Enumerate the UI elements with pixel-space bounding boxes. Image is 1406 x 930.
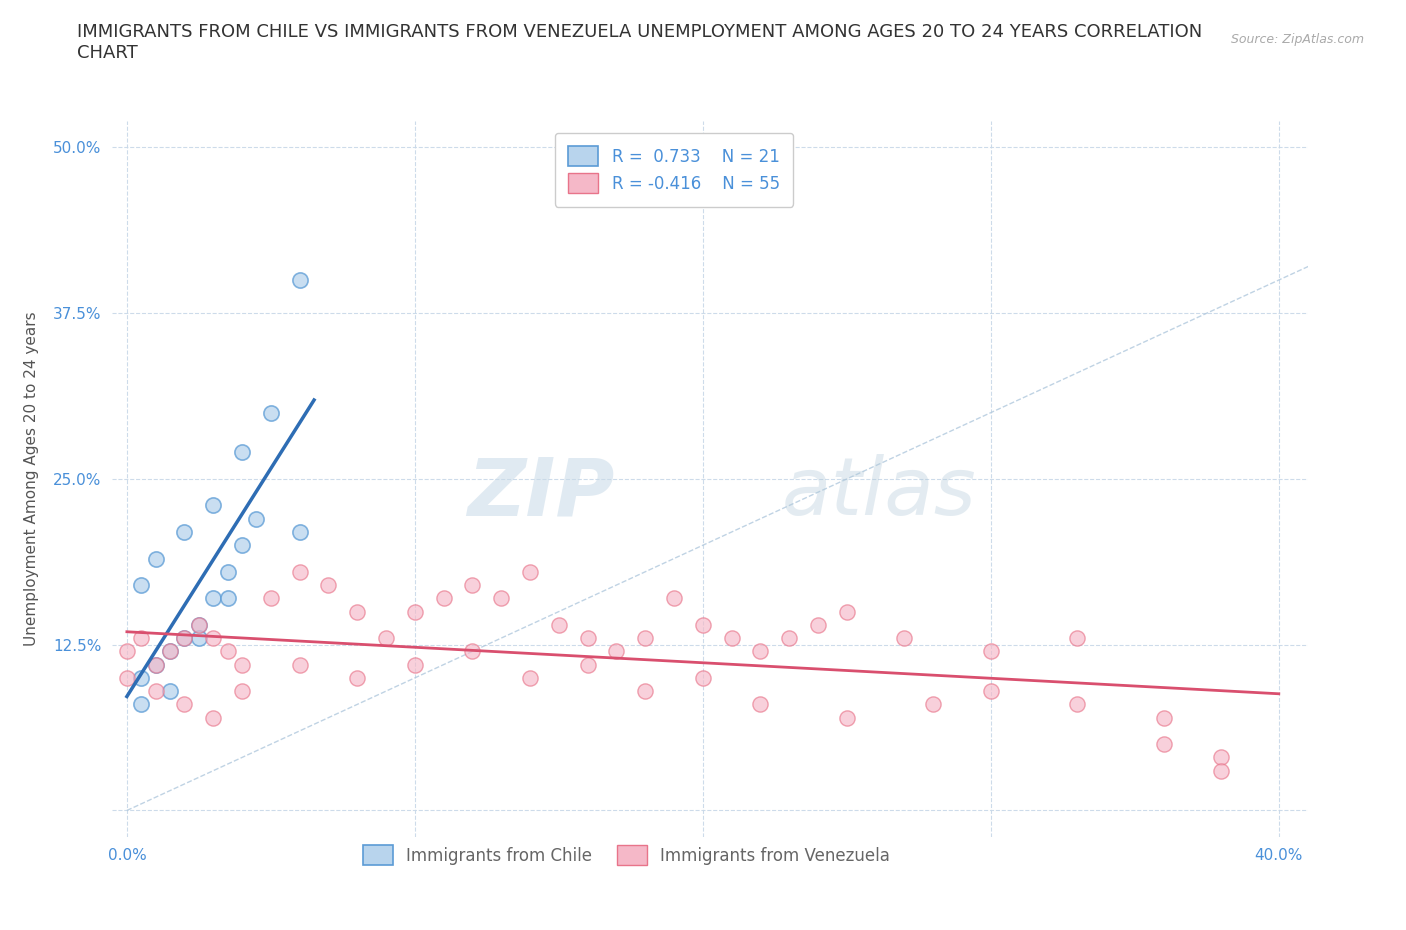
Point [288,565,311,579]
Point [129,671,152,685]
Point [1153,711,1175,725]
Point [404,658,426,672]
Point [231,445,253,459]
Point [346,604,368,619]
Point [662,591,685,605]
Point [980,644,1002,658]
Point [519,671,541,685]
Point [115,671,138,685]
Point [318,578,340,592]
Point [145,551,167,566]
Legend: Immigrants from Chile, Immigrants from Venezuela: Immigrants from Chile, Immigrants from V… [349,831,904,879]
Point [778,631,800,645]
Point [202,631,225,645]
Point [159,644,181,658]
Point [1153,737,1175,751]
Point [231,684,253,698]
Point [202,711,225,725]
Point [1211,750,1233,764]
Point [217,565,239,579]
Point [749,644,772,658]
Point [173,525,195,539]
Point [173,697,195,711]
Point [1066,631,1088,645]
Point [576,631,599,645]
Point [173,631,195,645]
Point [980,684,1002,698]
Y-axis label: Unemployment Among Ages 20 to 24 years: Unemployment Among Ages 20 to 24 years [24,312,39,646]
Point [519,565,541,579]
Point [145,658,167,672]
Point [159,644,181,658]
Point [1211,764,1233,778]
Point [288,658,311,672]
Point [749,697,772,711]
Point [145,684,167,698]
Text: atlas: atlas [782,454,977,532]
Point [605,644,627,658]
Point [231,658,253,672]
Point [404,604,426,619]
Point [288,272,311,287]
Point [634,631,657,645]
Point [145,658,167,672]
Point [634,684,657,698]
Text: IMMIGRANTS FROM CHILE VS IMMIGRANTS FROM VENEZUELA UNEMPLOYMENT AMONG AGES 20 TO: IMMIGRANTS FROM CHILE VS IMMIGRANTS FROM… [77,23,1202,62]
Point [187,618,209,632]
Point [129,578,152,592]
Point [245,512,267,526]
Point [202,498,225,513]
Point [115,644,138,658]
Point [461,578,484,592]
Point [835,711,858,725]
Point [461,644,484,658]
Point [491,591,513,605]
Point [202,591,225,605]
Point [576,658,599,672]
Point [922,697,945,711]
Point [346,671,368,685]
Point [807,618,830,632]
Point [231,538,253,552]
Point [547,618,569,632]
Point [260,591,283,605]
Point [187,618,209,632]
Point [720,631,742,645]
Point [1066,697,1088,711]
Point [288,525,311,539]
Text: ZIP: ZIP [467,454,614,532]
Text: Source: ZipAtlas.com: Source: ZipAtlas.com [1230,33,1364,46]
Point [433,591,456,605]
Point [129,631,152,645]
Point [187,631,209,645]
Point [692,671,714,685]
Point [375,631,398,645]
Point [129,697,152,711]
Point [835,604,858,619]
Point [893,631,915,645]
Point [217,644,239,658]
Point [217,591,239,605]
Point [159,684,181,698]
Point [692,618,714,632]
Point [173,631,195,645]
Point [260,405,283,420]
